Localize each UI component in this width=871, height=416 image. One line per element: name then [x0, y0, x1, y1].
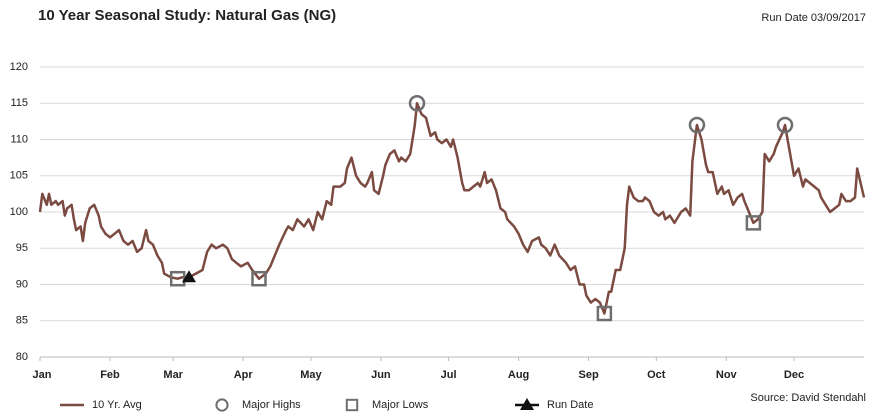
legend-label: Major Highs	[242, 399, 301, 411]
y-tick-label: 90	[16, 278, 28, 290]
marker-triangle	[181, 270, 196, 283]
y-tick-label: 110	[10, 133, 28, 145]
x-tick-label: Aug	[508, 369, 529, 381]
y-tick-label: 85	[16, 315, 28, 327]
avg-line	[38, 102, 866, 315]
x-tick-label: May	[300, 369, 322, 381]
x-tick-label: Dec	[784, 369, 804, 381]
marker-circle	[776, 116, 794, 134]
marker-circle	[688, 116, 706, 134]
x-tick-label: Sep	[578, 369, 598, 381]
chart-title: 10 Year Seasonal Study: Natural Gas (NG)	[38, 7, 336, 24]
legend-label: Run Date	[547, 399, 593, 411]
x-tick-label: Nov	[716, 369, 738, 381]
x-tick-label: Jan	[33, 369, 52, 381]
source: Source: David Stendahl	[750, 392, 866, 404]
legend-marker	[520, 398, 534, 410]
legend-label: Major Lows	[372, 399, 429, 411]
y-tick-label: 80	[16, 351, 28, 363]
marker-square	[745, 215, 762, 231]
x-tick-label: Jun	[371, 369, 391, 381]
y-tick-label: 95	[16, 242, 28, 254]
x-tick-label: Oct	[647, 369, 666, 381]
legend-label: 10 Yr. Avg	[92, 399, 142, 411]
y-tick-label: 105	[10, 170, 28, 182]
marker-circle	[408, 95, 426, 112]
y-tick-label: 120	[10, 61, 28, 73]
marker-square	[251, 270, 267, 287]
x-tick-label: Jul	[441, 369, 457, 381]
x-tick-label: Apr	[234, 369, 254, 381]
x-tick-label: Feb	[100, 369, 120, 381]
y-tick-label: 100	[10, 206, 28, 218]
marker-square	[596, 305, 613, 322]
legend-marker	[345, 398, 359, 412]
legend-marker	[215, 398, 229, 412]
y-tick-label: 115	[10, 97, 28, 109]
run-date-label: Run Date 03/09/2017	[761, 12, 866, 24]
x-tick-label: Mar	[163, 369, 183, 381]
